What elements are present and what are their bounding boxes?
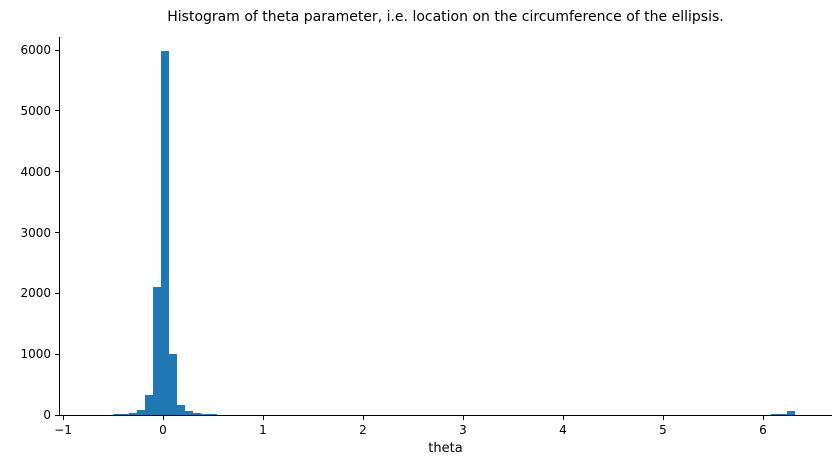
y-axis-tick: [55, 353, 59, 355]
y-axis-tick: [55, 232, 59, 233]
x-tick-label: 4: [559, 423, 567, 437]
x-axis-tick: [162, 416, 164, 420]
y-axis-tick: [55, 171, 59, 173]
y-tick-label: 2000: [20, 286, 51, 301]
histogram-bar: [193, 413, 201, 415]
histogram-bar: [145, 395, 153, 415]
chart-title: Histogram of theta parameter, i.e. locat…: [167, 9, 724, 25]
x-tick-label: 2: [359, 423, 367, 437]
histogram-bar: [153, 287, 161, 415]
y-axis-tick: [55, 110, 59, 112]
x-axis-line: [59, 415, 832, 416]
histogram-bar: [129, 413, 137, 415]
x-axis-tick: [62, 416, 64, 420]
x-tick-label: 0: [159, 423, 167, 437]
y-tick-label: 5000: [20, 103, 51, 118]
histogram-bar: [185, 410, 193, 415]
histogram-bar: [169, 354, 177, 415]
histogram-bar: [121, 413, 129, 415]
y-tick-label: 3000: [20, 225, 51, 240]
y-axis-tick: [55, 292, 59, 294]
x-axis-tick: [762, 416, 764, 420]
histogram-bar: [771, 413, 779, 415]
x-axis-tick: [262, 416, 264, 420]
x-tick-label: 6: [759, 423, 767, 437]
x-tick-label: 3: [459, 423, 467, 437]
histogram-bar: [787, 410, 795, 415]
y-tick-label: 0: [43, 408, 51, 422]
x-axis-tick: [662, 416, 664, 420]
y-tick-label: 6000: [20, 43, 51, 58]
x-axis-tick: [362, 416, 364, 420]
histogram-bar: [201, 413, 209, 415]
y-axis-tick: [55, 49, 59, 51]
y-axis-tick: [55, 414, 59, 416]
histogram-bar: [113, 414, 121, 415]
x-axis-label: theta: [428, 441, 463, 456]
histogram-bar: [137, 410, 145, 415]
y-tick-label: 4000: [20, 164, 51, 179]
y-tick-label: 1000: [20, 347, 51, 362]
x-tick-label: 1: [259, 423, 267, 437]
x-tick-label: 5: [659, 423, 667, 437]
x-axis-tick: [562, 416, 564, 420]
histogram-bar: [161, 50, 169, 415]
histogram-bar: [177, 404, 185, 415]
histogram-bar: [209, 414, 217, 415]
x-axis-tick: [462, 416, 464, 420]
histogram-bar: [779, 413, 787, 415]
plot-area: −1 0 1 2 3 4 5 6 0 1000 2000 3000 4000 5000 6000: [20, 37, 832, 437]
y-axis-line: [59, 37, 60, 416]
x-tick-label: −1: [54, 423, 72, 437]
